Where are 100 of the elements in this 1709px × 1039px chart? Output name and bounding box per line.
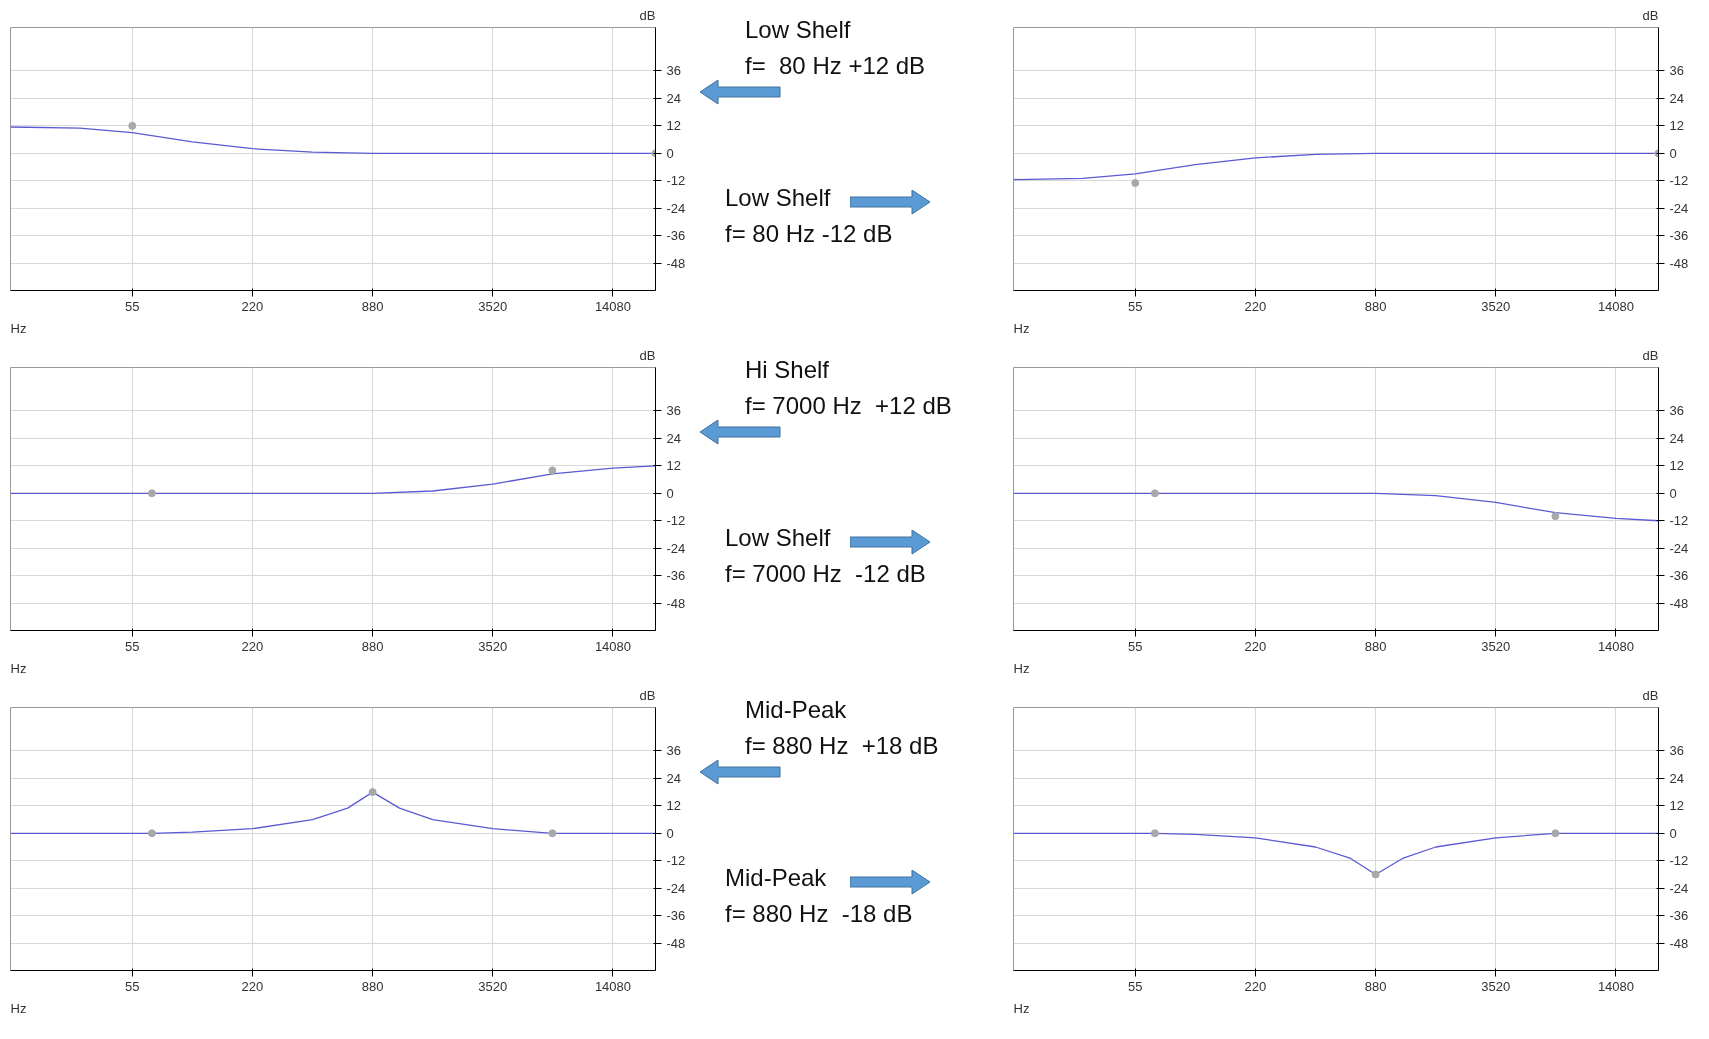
x-tick-label: 880 [1364, 638, 1387, 654]
y-tick-label: 12 [666, 118, 681, 134]
text: Low Shelf [725, 183, 832, 213]
x-tick-label: 14080 [1597, 638, 1635, 654]
x-tick-label: 220 [241, 638, 264, 654]
x-axis-title: Hz [10, 660, 27, 676]
y-tick-label: 24 [1669, 90, 1684, 106]
x-tick-label: 3520 [1481, 978, 1511, 994]
x-tick-label: 14080 [1597, 298, 1635, 314]
y-tick-label: -36 [1669, 568, 1689, 584]
y-tick-label: -12 [1669, 173, 1689, 189]
y-tick-label: 24 [666, 90, 681, 106]
y-tick-label: 36 [1669, 403, 1684, 419]
text: f= 880 Hz -18 dB [725, 899, 913, 929]
y-tick-label: 12 [666, 798, 681, 814]
x-axis-title: Hz [10, 1000, 27, 1016]
x-tick-label: 880 [1364, 298, 1387, 314]
text: Hi Shelf [745, 355, 831, 385]
x-tick-label: 14080 [594, 978, 632, 994]
y-tick-label: 12 [1669, 118, 1684, 134]
y-tick-label: 36 [666, 403, 681, 419]
y-tick-label: 36 [666, 63, 681, 79]
x-tick-label: 55 [1128, 978, 1143, 994]
text: f= 880 Hz +18 dB [745, 731, 939, 761]
x-axis-title: Hz [1013, 320, 1030, 336]
text: Mid-Peak [745, 695, 848, 725]
y-tick-label: -12 [666, 513, 686, 529]
y-tick-label: -12 [666, 853, 686, 869]
y-tick-label: 0 [666, 825, 674, 841]
x-tick-label: 55 [125, 298, 140, 314]
x-tick-label: 220 [1244, 638, 1267, 654]
y-axis-title: dB [639, 687, 656, 703]
y-tick-label: 12 [666, 458, 681, 474]
y-tick-label: 24 [666, 430, 681, 446]
x-tick-label: 3520 [478, 298, 508, 314]
x-tick-label: 220 [241, 978, 264, 994]
y-tick-label: 0 [666, 485, 674, 501]
x-tick-label: 55 [125, 638, 140, 654]
y-tick-label: -48 [1669, 255, 1689, 271]
x-tick-label: 3520 [478, 638, 508, 654]
x-tick-label: 220 [241, 298, 264, 314]
y-tick-label: 0 [666, 145, 674, 161]
text: Low Shelf [745, 15, 852, 45]
y-tick-label: -36 [666, 228, 686, 244]
text: Low Shelf [725, 523, 832, 553]
y-tick-label: 36 [1669, 743, 1684, 759]
y-tick-label: -12 [1669, 513, 1689, 529]
y-tick-label: 24 [1669, 770, 1684, 786]
y-tick-label: -36 [1669, 908, 1689, 924]
y-tick-label: -12 [666, 173, 686, 189]
y-tick-label: -24 [1669, 880, 1689, 896]
y-tick-label: 0 [1669, 485, 1677, 501]
y-tick-label: -36 [666, 568, 686, 584]
y-tick-label: -36 [1669, 228, 1689, 244]
x-axis-title: Hz [10, 320, 27, 336]
text: f= 80 Hz -12 dB [725, 219, 893, 249]
x-tick-label: 14080 [1597, 978, 1635, 994]
y-axis-title: dB [639, 347, 656, 363]
x-tick-label: 880 [361, 978, 384, 994]
x-tick-label: 3520 [1481, 638, 1511, 654]
y-tick-label: -12 [1669, 853, 1689, 869]
y-axis-title: dB [639, 7, 656, 23]
y-tick-label: 36 [1669, 63, 1684, 79]
y-tick-label: -48 [1669, 935, 1689, 951]
x-tick-label: 220 [1244, 978, 1267, 994]
y-axis-title: dB [1642, 687, 1659, 703]
x-tick-label: 55 [125, 978, 140, 994]
y-tick-label: -48 [666, 935, 686, 951]
x-tick-label: 880 [1364, 978, 1387, 994]
y-tick-label: 0 [1669, 825, 1677, 841]
y-tick-label: 24 [1669, 430, 1684, 446]
x-tick-label: 14080 [594, 298, 632, 314]
y-tick-label: 12 [1669, 798, 1684, 814]
x-tick-label: 880 [361, 298, 384, 314]
x-tick-label: 55 [1128, 298, 1143, 314]
y-tick-label: -24 [1669, 200, 1689, 216]
text: f= 80 Hz +12 dB [745, 51, 926, 81]
y-tick-label: 12 [1669, 458, 1684, 474]
y-tick-label: -24 [666, 540, 686, 556]
y-tick-label: -24 [666, 880, 686, 896]
text: f= 7000 Hz +12 dB [745, 391, 952, 421]
x-tick-label: 220 [1244, 298, 1267, 314]
x-tick-label: 880 [361, 638, 384, 654]
y-tick-label: -24 [1669, 540, 1689, 556]
x-tick-label: 14080 [594, 638, 632, 654]
x-axis-title: Hz [1013, 1000, 1030, 1016]
x-tick-label: 3520 [478, 978, 508, 994]
y-tick-label: -36 [666, 908, 686, 924]
y-tick-label: -48 [1669, 595, 1689, 611]
x-axis-title: Hz [1013, 660, 1030, 676]
y-tick-label: -48 [666, 595, 686, 611]
y-tick-label: -48 [666, 255, 686, 271]
y-tick-label: -24 [666, 200, 686, 216]
y-axis-title: dB [1642, 7, 1659, 23]
y-tick-label: 0 [1669, 145, 1677, 161]
y-axis-title: dB [1642, 347, 1659, 363]
y-tick-label: 24 [666, 770, 681, 786]
text: f= 7000 Hz -12 dB [725, 559, 926, 589]
text: Mid-Peak [725, 863, 828, 893]
x-tick-label: 3520 [1481, 298, 1511, 314]
